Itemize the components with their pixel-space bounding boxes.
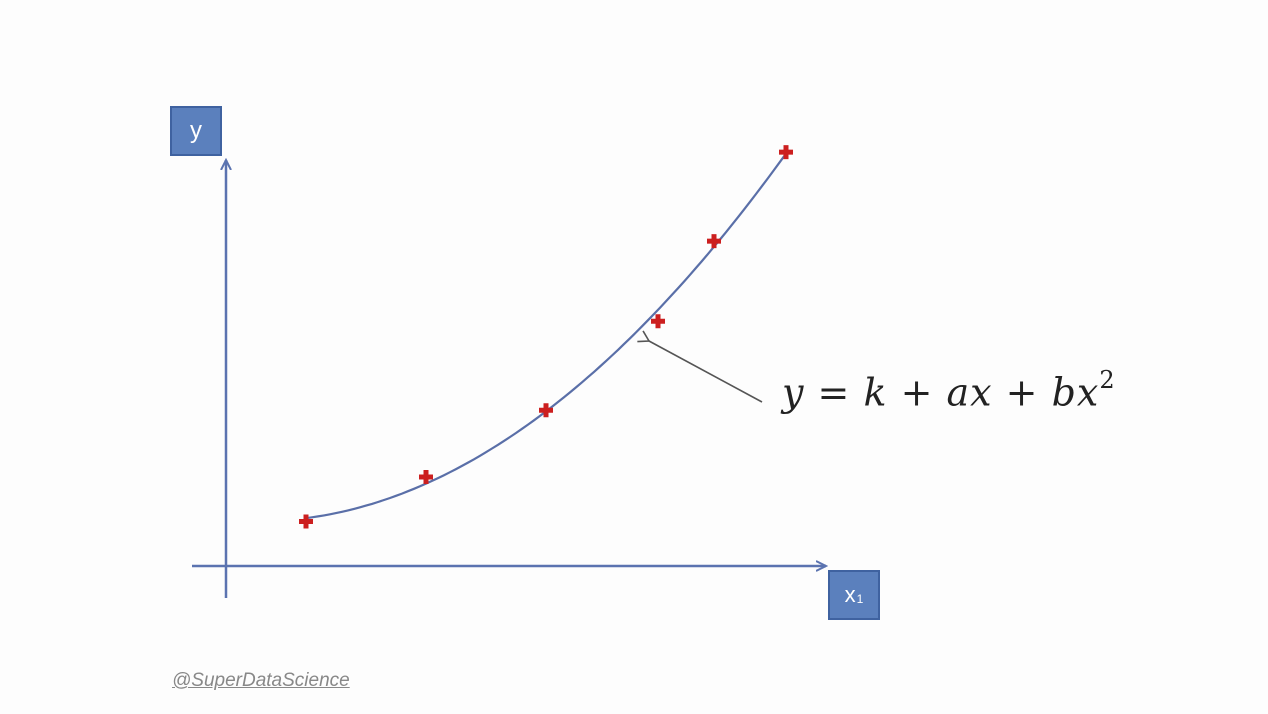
data-point-1 [299,514,313,529]
data-point-4 [651,314,665,329]
annotation-arrow [637,330,763,403]
data-point-2 [419,470,433,484]
regression-equation: y = k + ax + bx2 [782,366,1116,415]
y-axis-label: y [170,106,222,156]
y-axis-label-text: y [190,117,202,144]
equation-text: y = k + ax + bx [782,370,1100,415]
data-point-5 [707,234,721,249]
equation-exponent: 2 [1099,366,1116,394]
data-point-3 [539,403,553,418]
data-point-6 [779,145,793,160]
x-axis-label-subscript: 1 [856,592,864,606]
watermark: @SuperDataScience [172,670,350,691]
fit-curve [305,152,787,520]
x-axis-label-text: x [844,582,856,607]
